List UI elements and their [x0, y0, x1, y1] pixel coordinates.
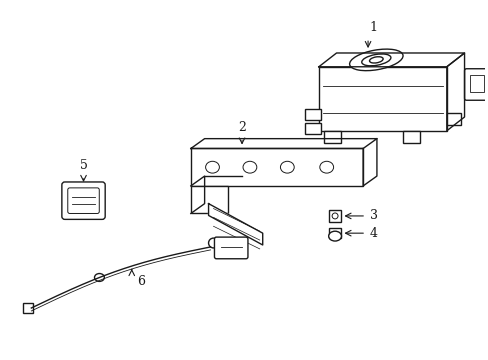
Bar [318, 67, 446, 131]
Ellipse shape [328, 231, 341, 241]
FancyBboxPatch shape [62, 182, 105, 219]
Bar [23, 303, 33, 313]
Bar [446, 113, 460, 125]
Ellipse shape [243, 161, 256, 173]
Bar [469, 75, 483, 93]
Ellipse shape [369, 57, 383, 63]
Bar [402, 131, 419, 143]
Ellipse shape [94, 274, 104, 282]
Text: 6: 6 [137, 275, 144, 288]
Bar [328, 228, 341, 238]
Bar [328, 210, 341, 222]
Text: 4: 4 [369, 227, 377, 240]
Ellipse shape [361, 54, 390, 66]
Bar [305, 109, 320, 120]
Bar [323, 131, 341, 143]
FancyBboxPatch shape [68, 188, 99, 213]
Bar [190, 186, 228, 213]
Text: 5: 5 [80, 159, 87, 172]
FancyBboxPatch shape [214, 237, 247, 259]
Polygon shape [208, 204, 262, 245]
FancyBboxPatch shape [464, 69, 488, 100]
Text: 2: 2 [238, 121, 245, 134]
Ellipse shape [205, 161, 219, 173]
Text: 3: 3 [369, 210, 377, 222]
Circle shape [208, 238, 218, 248]
Circle shape [331, 213, 337, 219]
Ellipse shape [280, 161, 294, 173]
Ellipse shape [319, 161, 333, 173]
Bar [305, 123, 320, 134]
Bar [190, 148, 363, 186]
Text: 1: 1 [368, 21, 376, 34]
Ellipse shape [349, 49, 402, 71]
